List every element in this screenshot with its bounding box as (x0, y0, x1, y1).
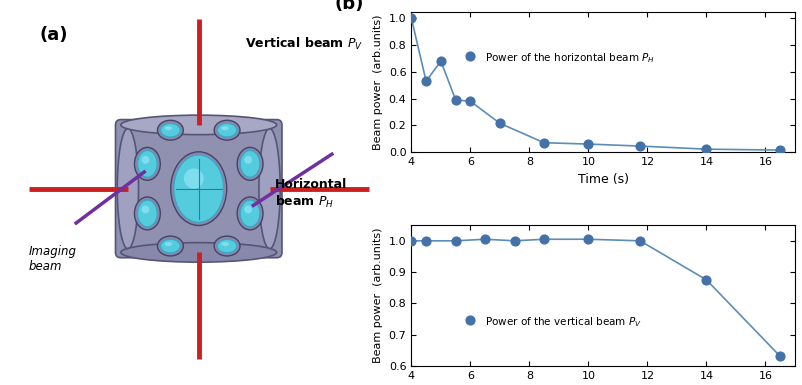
Ellipse shape (217, 239, 237, 253)
Point (404, 15, 417, 21)
Ellipse shape (120, 115, 277, 135)
Ellipse shape (157, 236, 183, 256)
Text: Power of the horizontal beam $P_H$: Power of the horizontal beam $P_H$ (484, 52, 654, 65)
Ellipse shape (240, 200, 260, 227)
Point (773, 353, 786, 360)
Ellipse shape (164, 126, 172, 130)
Point (773, 147, 786, 153)
Point (464, 53, 476, 59)
Ellipse shape (174, 155, 223, 222)
Text: (b): (b) (334, 0, 363, 13)
Ellipse shape (141, 206, 149, 213)
FancyBboxPatch shape (115, 120, 282, 258)
Point (404, 238, 417, 244)
X-axis label: Time (s): Time (s) (577, 172, 628, 186)
Ellipse shape (137, 200, 157, 227)
Point (508, 238, 520, 244)
Point (434, 58, 447, 64)
Ellipse shape (214, 120, 240, 140)
Ellipse shape (171, 152, 226, 226)
Ellipse shape (137, 151, 157, 177)
Ellipse shape (141, 156, 149, 164)
Point (633, 238, 646, 244)
Ellipse shape (237, 147, 263, 180)
Point (537, 140, 550, 146)
Ellipse shape (164, 242, 172, 246)
Point (699, 277, 712, 283)
Text: Horizontal
beam $P_H$: Horizontal beam $P_H$ (274, 178, 346, 210)
Text: Vertical beam $P_V$: Vertical beam $P_V$ (245, 36, 363, 52)
Ellipse shape (134, 197, 160, 230)
Ellipse shape (217, 124, 237, 137)
Ellipse shape (221, 242, 229, 246)
Ellipse shape (160, 124, 180, 137)
Ellipse shape (221, 126, 229, 130)
Point (419, 238, 432, 244)
Ellipse shape (157, 120, 183, 140)
Ellipse shape (244, 206, 252, 213)
Y-axis label: Beam power  (arb.units): Beam power (arb.units) (373, 228, 383, 363)
Point (419, 78, 432, 84)
Ellipse shape (120, 243, 277, 262)
Point (464, 317, 476, 323)
Ellipse shape (134, 147, 160, 180)
Point (478, 236, 491, 242)
Y-axis label: Beam power  (arb.units): Beam power (arb.units) (373, 14, 383, 150)
Text: Power of the vertical beam $P_V$: Power of the vertical beam $P_V$ (484, 315, 642, 329)
Ellipse shape (117, 129, 138, 249)
Ellipse shape (244, 156, 252, 164)
Ellipse shape (237, 197, 263, 230)
Text: (a): (a) (39, 26, 67, 44)
Point (464, 98, 476, 104)
Point (699, 146, 712, 152)
Text: Imaging
beam: Imaging beam (29, 245, 77, 273)
Point (537, 236, 550, 242)
Point (448, 238, 461, 244)
Ellipse shape (184, 169, 204, 189)
Ellipse shape (240, 151, 260, 177)
Ellipse shape (214, 236, 240, 256)
Point (581, 141, 594, 147)
Point (448, 97, 461, 103)
Ellipse shape (258, 129, 280, 249)
Point (633, 143, 646, 149)
Point (581, 236, 594, 242)
Ellipse shape (160, 239, 180, 253)
Point (493, 120, 506, 126)
